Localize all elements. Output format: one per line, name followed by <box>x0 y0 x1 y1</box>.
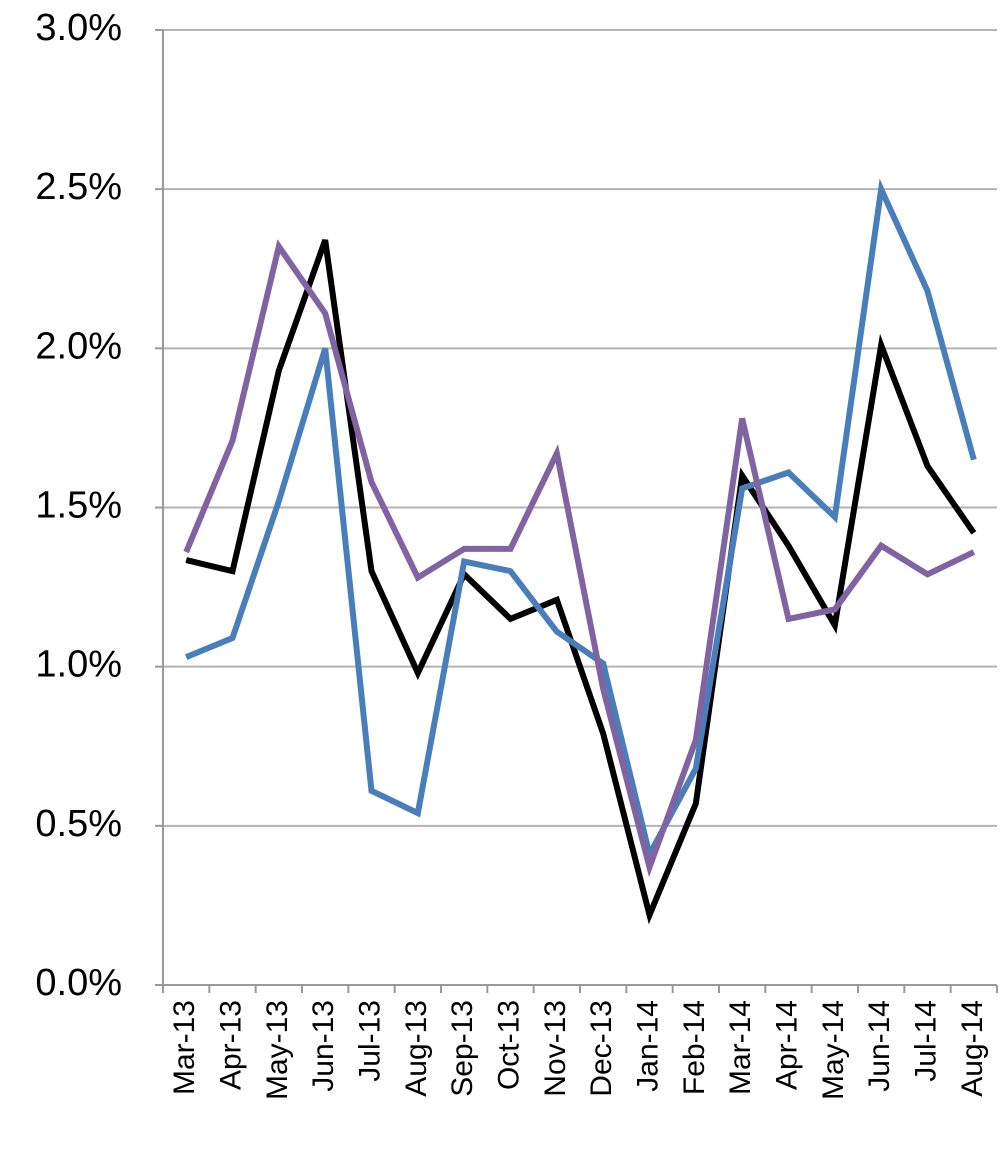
y-tick-label: 2.0% <box>35 325 122 367</box>
x-tick-label: Jul-13 <box>353 1000 386 1082</box>
series-line <box>185 178 977 863</box>
series-line <box>183 239 976 878</box>
x-tick-label: Sep-13 <box>446 1000 479 1097</box>
x-tick-label: Mar-13 <box>168 1000 201 1095</box>
x-tick-label: May-14 <box>817 1000 850 1100</box>
x-tick-label: Feb-14 <box>678 1000 711 1095</box>
x-tick-label: Oct-13 <box>492 1000 525 1090</box>
y-tick-label: 1.5% <box>35 485 122 527</box>
x-tick-label: Aug-13 <box>400 1000 433 1097</box>
x-tick-label: Jan-14 <box>631 1000 664 1092</box>
x-tick-label: Nov-13 <box>539 1000 572 1097</box>
x-tick-label: Apr-13 <box>214 1000 247 1090</box>
series-line <box>185 239 977 925</box>
x-tick-label: May-13 <box>261 1000 294 1100</box>
x-tick-label: Dec-13 <box>585 1000 618 1097</box>
x-tick-label: Mar-14 <box>724 1000 757 1095</box>
x-tick-label: Aug-14 <box>956 1000 989 1097</box>
x-tick-label: Apr-14 <box>770 1000 803 1090</box>
x-tick-label: Jun-13 <box>307 1000 340 1092</box>
x-tick-label: Jun-14 <box>863 1000 896 1092</box>
y-tick-label: 0.5% <box>35 803 122 845</box>
x-tick-label: Jul-14 <box>909 1000 942 1082</box>
y-tick-label: 0.0% <box>35 962 122 1004</box>
y-tick-label: 1.0% <box>35 644 122 686</box>
y-tick-label: 2.5% <box>35 166 122 208</box>
y-tick-label: 3.0% <box>35 7 122 49</box>
